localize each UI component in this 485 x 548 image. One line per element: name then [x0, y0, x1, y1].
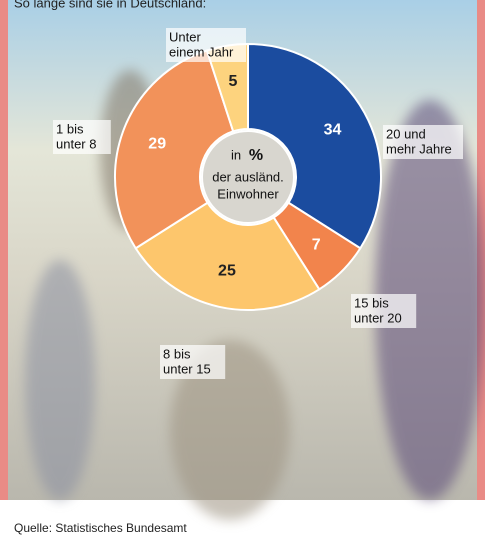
center-label: in	[231, 147, 241, 162]
category-label: 15 bis	[354, 295, 389, 310]
category-label: Unter	[169, 29, 201, 44]
chart-title: So lange sind sie in Deutschland:	[14, 0, 206, 10]
category-label: mehr Jahre	[386, 141, 452, 156]
source: Quelle: Statistisches Bundesamt	[14, 521, 187, 535]
category-label: unter 20	[354, 310, 402, 325]
category-label: unter 8	[56, 136, 96, 151]
chart: So lange sind sie in Deutschland: Quelle…	[0, 0, 485, 548]
category-label: 20 und	[386, 126, 426, 141]
value-label: 25	[218, 262, 236, 279]
value-label: 5	[228, 73, 237, 90]
center-label: %	[249, 147, 263, 164]
category-label: 8 bis	[163, 346, 191, 361]
category-label: einem Jahr	[169, 44, 234, 59]
center-label: der ausländ.	[212, 169, 284, 184]
center-label: Einwohner	[217, 186, 279, 201]
value-label: 29	[148, 136, 166, 153]
value-label: 34	[324, 122, 342, 139]
category-label: unter 15	[163, 361, 211, 376]
category-label: 1 bis	[56, 121, 84, 136]
value-label: 7	[312, 236, 321, 253]
